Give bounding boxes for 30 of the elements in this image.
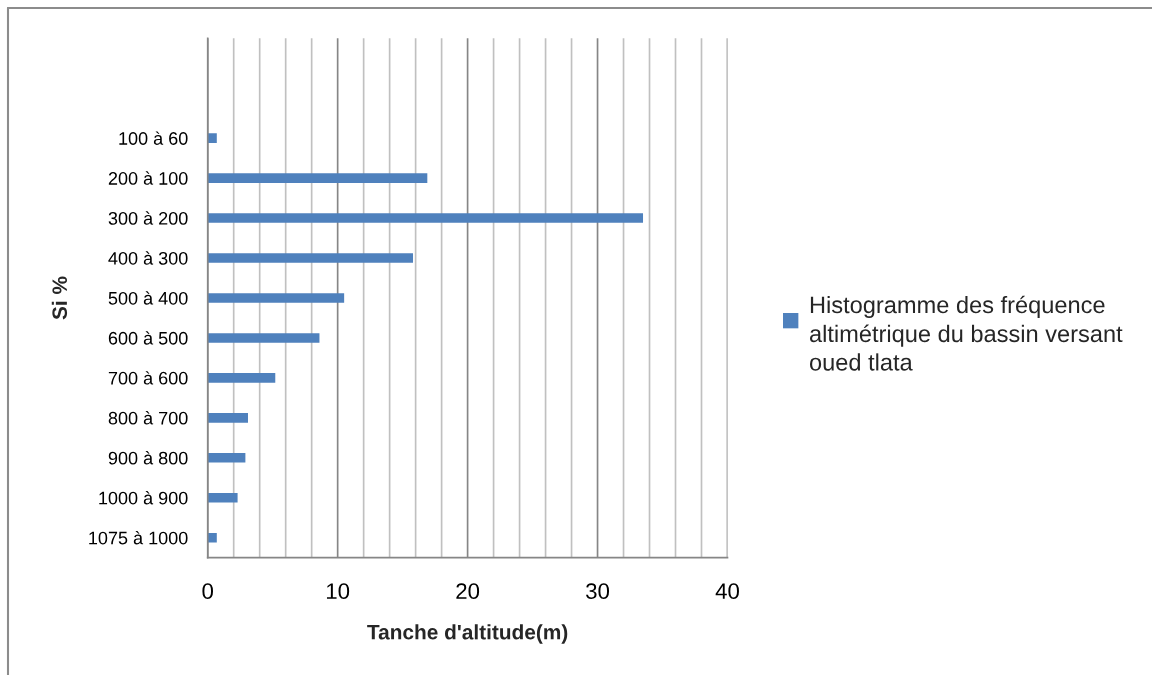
- x-tick-label: 10: [326, 583, 350, 600]
- y-tick-label: 1075 à 1000: [89, 530, 188, 545]
- y-tick-label: 400 à 300: [108, 251, 188, 265]
- y-tick-label: 900 à 800: [108, 451, 188, 465]
- x-tick-label: 30: [586, 583, 610, 600]
- bar: [207, 213, 644, 223]
- bar: [207, 173, 428, 183]
- bar: [207, 492, 238, 503]
- bar: [207, 253, 414, 263]
- y-tick-label: 500 à 400: [108, 291, 188, 305]
- y-tick-label: 800 à 700: [108, 411, 188, 425]
- x-tick-label: 0: [202, 583, 214, 600]
- y-tick-label: 100 à 60: [119, 131, 188, 145]
- y-tick-label: 700 à 600: [108, 371, 188, 385]
- legend-label: Histogramme des fréquence altimétrique du bassin versant oued tlata: [809, 295, 1123, 371]
- bar: [207, 453, 246, 463]
- x-tick-label: 40: [715, 583, 739, 600]
- x-axis-title: Tanche d'altitude(m): [367, 624, 568, 644]
- bar: [207, 293, 345, 303]
- bar: [207, 133, 217, 143]
- y-axis-title: Si %: [51, 276, 68, 320]
- y-tick-label: 1000 à 900: [99, 491, 188, 505]
- bar: [207, 532, 217, 543]
- x-tick-label: 20: [456, 583, 480, 600]
- y-tick-label: 300 à 200: [108, 211, 188, 225]
- bar: [207, 333, 320, 343]
- bar: [207, 373, 276, 383]
- y-tick-label: 200 à 100: [108, 171, 188, 185]
- y-tick-label: 600 à 500: [108, 331, 188, 345]
- bar: [207, 413, 248, 423]
